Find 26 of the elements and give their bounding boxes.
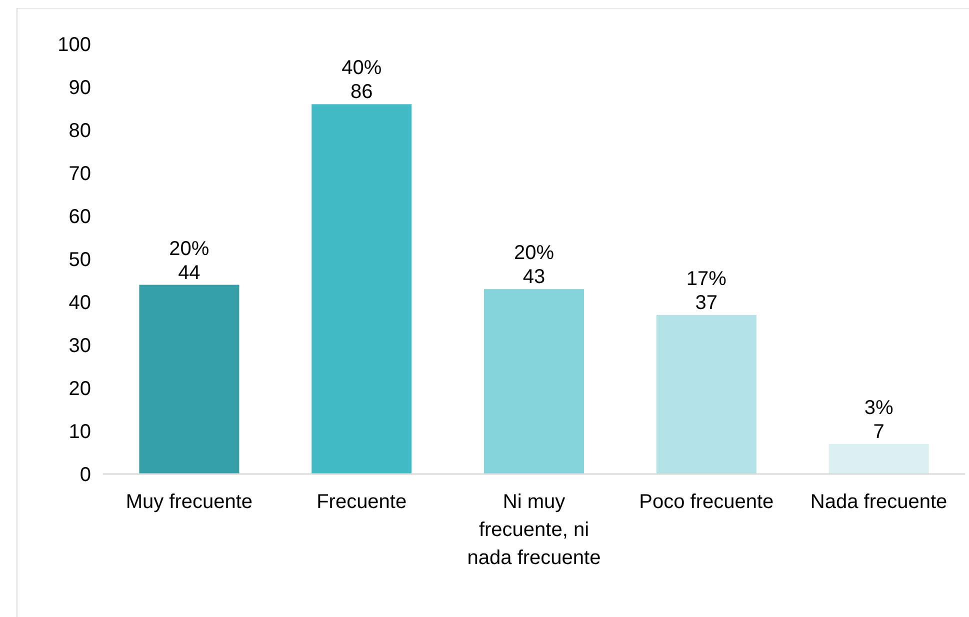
y-tick-label: 60: [68, 206, 91, 228]
bar: [656, 314, 756, 474]
y-tick-label: 20: [68, 378, 91, 400]
y-tick-label: 30: [68, 335, 91, 357]
y-tick-label: 100: [58, 34, 91, 56]
y-tick-label: 0: [80, 464, 91, 486]
data-label: 3% 7: [864, 396, 894, 443]
x-tick-label: Nada frecuente: [810, 491, 948, 513]
y-tick-label: 90: [68, 77, 91, 99]
y-tick-label: 10: [68, 421, 91, 443]
y-tick-label: 80: [68, 120, 91, 142]
data-label: 20% 43: [514, 242, 554, 288]
bar: [484, 289, 584, 474]
y-tick-label: 70: [68, 163, 91, 185]
x-tick-label: Muy frecuente: [126, 491, 253, 513]
x-tick-label: Frecuente: [316, 491, 407, 513]
y-tick-label: 50: [68, 249, 91, 271]
bar: [828, 444, 929, 474]
x-tick-label: Ni muy frecuente, ni nada frecuente: [467, 491, 601, 569]
x-tick-label: Poco frecuente: [639, 491, 774, 513]
data-label: 17% 37: [686, 268, 727, 314]
data-label: 40% 86: [342, 57, 382, 104]
bar: [312, 104, 412, 474]
y-tick-label: 40: [68, 292, 91, 314]
bar: [139, 284, 240, 474]
data-label: 20% 44: [169, 238, 210, 284]
